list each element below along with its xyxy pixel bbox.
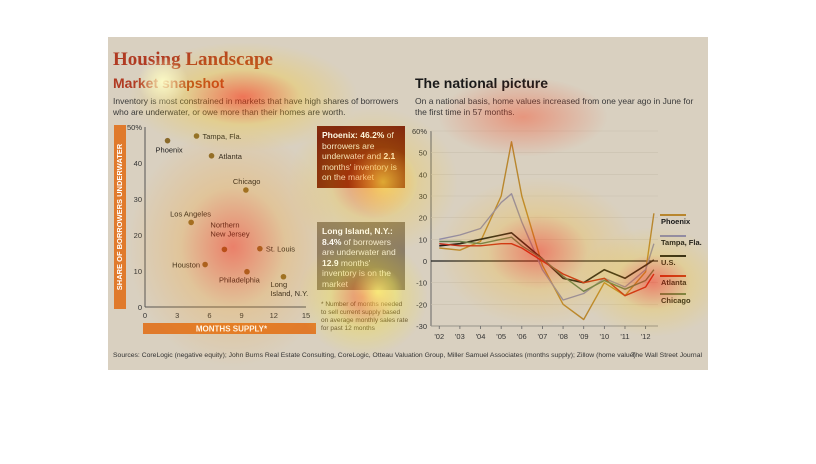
scatter-point bbox=[202, 261, 208, 268]
scatter-x-tick-label: 15 bbox=[302, 311, 310, 320]
scatter-y-axis-label: SHARE OF BORROWERS UNDERWATER bbox=[115, 143, 124, 290]
line-x-tick-label: '12 bbox=[641, 332, 651, 341]
line-y-tick-label: 40 bbox=[419, 170, 427, 179]
scatter-point-label: Philadelphia bbox=[219, 276, 261, 285]
line-y-tick-label: 60% bbox=[412, 127, 427, 136]
long-island-callout-value1: 8.4% bbox=[322, 236, 342, 247]
scatter-x-tick-label: 0 bbox=[143, 311, 147, 320]
scatter-point-label: Long Island, N.Y. bbox=[270, 280, 308, 298]
line-y-tick-label: 0 bbox=[423, 257, 427, 266]
long-island-callout-lead: Long Island, N.Y.: bbox=[322, 226, 393, 236]
line-x-tick-label: '03 bbox=[455, 332, 465, 341]
line-x-tick-label: '06 bbox=[517, 332, 527, 341]
scatter-point bbox=[244, 268, 250, 275]
long-island-callout: Long Island, N.Y.: 8.4% of borrowers are … bbox=[317, 222, 405, 290]
line-y-tick-label: -10 bbox=[416, 279, 427, 288]
scatter-point bbox=[188, 219, 194, 226]
scatter-point bbox=[280, 273, 287, 280]
legend-label: U.S. bbox=[661, 258, 676, 267]
phoenix-callout-lead: Phoenix: 46.2% bbox=[322, 130, 385, 140]
months-supply-footnote: * Number of months needed to sell curren… bbox=[321, 301, 409, 332]
scatter-point bbox=[208, 153, 215, 159]
scatter-x-tick-label: 3 bbox=[175, 311, 179, 320]
line-y-tick-label: 10 bbox=[419, 235, 427, 244]
sources-line: Sources: CoreLogic (negative equity); Jo… bbox=[113, 352, 636, 359]
scatter-point-label: Chicago bbox=[233, 177, 261, 186]
legend-label: Phoenix bbox=[661, 217, 691, 226]
long-island-callout-value2: 12.9 bbox=[322, 257, 339, 268]
scatter-y-tick-label: 10 bbox=[134, 267, 142, 276]
line-y-tick-label: 30 bbox=[419, 192, 427, 201]
line-y-tick-label: 20 bbox=[419, 214, 427, 223]
legend-label: Tampa, Fla. bbox=[661, 238, 702, 247]
scatter-x-tick-label: 9 bbox=[240, 311, 244, 320]
line-series-atlanta bbox=[439, 242, 655, 297]
phoenix-callout-value: 2.1 bbox=[383, 151, 396, 161]
scatter-y-tick-label: 30 bbox=[134, 195, 142, 204]
scatter-y-tick-label: 0 bbox=[138, 303, 142, 312]
scatter-point bbox=[257, 245, 263, 252]
line-x-tick-label: '05 bbox=[496, 332, 506, 341]
line-x-tick-label: '11 bbox=[620, 332, 629, 341]
national-picture-description: On a national basis, home values increas… bbox=[415, 96, 694, 117]
line-y-tick-label: -20 bbox=[416, 300, 427, 309]
phoenix-callout: Phoenix: 46.2% of borrowers are underwat… bbox=[317, 126, 405, 188]
scatter-point-label: St. Louis bbox=[266, 245, 295, 254]
line-chart: -30 -20 -10 0 10 20 30 40 50 60% '02 '03 '04 '05 '06 '0… bbox=[412, 127, 702, 341]
line-series-chicago bbox=[439, 236, 655, 293]
line-y-tick-label: 50 bbox=[419, 149, 427, 158]
line-x-tick-label: '10 bbox=[599, 332, 609, 341]
scatter-point bbox=[221, 246, 228, 253]
line-x-tick-label: '02 bbox=[434, 332, 444, 341]
scatter-x-axis-band bbox=[143, 323, 316, 334]
scatter-x-axis-label: MONTHS SUPPLY* bbox=[196, 325, 268, 334]
line-x-tick-label: '04 bbox=[476, 332, 486, 341]
scatter-x-tick-label: 12 bbox=[270, 311, 278, 320]
scatter-y-tick-label: 40 bbox=[134, 159, 142, 168]
scatter-point-label: Los Angeles bbox=[170, 209, 211, 218]
housing-landscape-infographic: Housing Landscape Market snapshot Invent… bbox=[108, 37, 708, 370]
scatter-x-tick-label: 6 bbox=[207, 311, 211, 320]
phoenix-callout-text2: months' inventory is on the market bbox=[322, 161, 397, 183]
national-picture-subtitle: The national picture bbox=[415, 75, 549, 91]
line-x-tick-label: '08 bbox=[558, 332, 568, 341]
long-island-callout-text1: of borrowers are underwater and bbox=[322, 236, 396, 258]
line-x-tick-label: '07 bbox=[538, 332, 548, 341]
legend-label: Atlanta bbox=[661, 278, 687, 287]
line-x-tick-label: '09 bbox=[579, 332, 589, 341]
line-series-tampa-fla bbox=[439, 193, 655, 301]
scatter-point-label: Houston bbox=[172, 261, 200, 270]
publisher-credit: The Wall Street Journal bbox=[631, 352, 702, 359]
scatter-point bbox=[243, 187, 249, 193]
line-y-tick-label: -30 bbox=[416, 322, 427, 331]
scatter-point-label: Atlanta bbox=[219, 152, 243, 161]
legend-label: Chicago bbox=[661, 296, 691, 305]
scatter-y-axis-band bbox=[114, 125, 126, 309]
scatter-point-label: Northern New Jersey bbox=[210, 220, 249, 238]
scatter-y-tick-label: 20 bbox=[134, 231, 142, 240]
